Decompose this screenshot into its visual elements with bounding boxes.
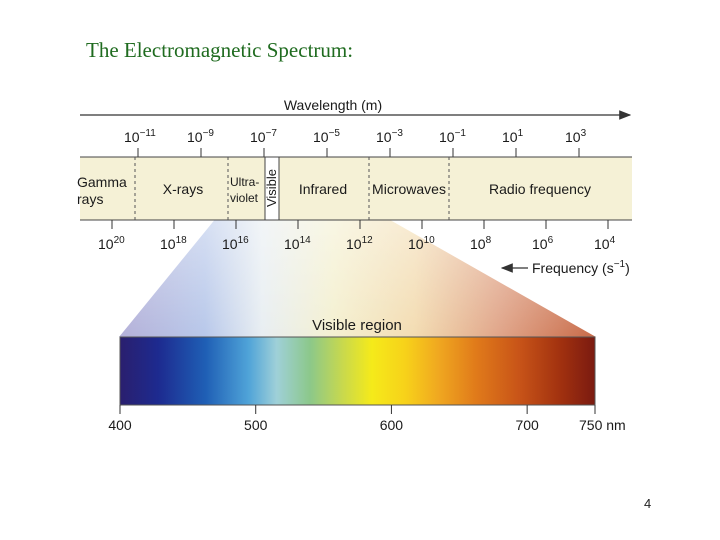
wavelength-tick-label: 101 — [502, 128, 524, 145]
visible-tick-label: 500 — [244, 417, 268, 433]
frequency-tick-label: 104 — [594, 235, 616, 252]
visible-tick-label: 400 — [108, 417, 132, 433]
frequency-axis-label-exponent: −1 — [614, 259, 626, 270]
frequency-tick-label: 1012 — [346, 235, 373, 252]
region-infrared: Infrared — [299, 181, 347, 197]
frequency-tick-label: 1010 — [408, 235, 435, 252]
wavelength-ticks: 10−11 10−9 10−7 10−5 10−3 10−1 101 103 — [124, 128, 587, 157]
region-visible: Visible — [264, 169, 279, 207]
region-microwaves: Microwaves — [372, 181, 446, 197]
slide-title: The Electromagnetic Spectrum: — [86, 38, 354, 62]
wavelength-axis-label: Wavelength (m) — [284, 97, 382, 113]
region-ultraviolet-line1: Ultra- — [230, 175, 259, 189]
visible-tick-label: 700 — [515, 417, 539, 433]
region-gamma-rays-line1: Gamma — [77, 174, 127, 190]
frequency-axis-label: Frequency (s−1) — [532, 259, 630, 276]
visible-tick-label: 600 — [380, 417, 404, 433]
spectrum-band — [80, 157, 632, 220]
wavelength-tick-label: 10−3 — [376, 128, 403, 145]
frequency-tick-label: 1016 — [222, 235, 249, 252]
wavelength-tick-label: 10−9 — [187, 128, 214, 145]
frequency-axis-label-close: ) — [625, 260, 630, 276]
visible-slot — [264, 156, 280, 221]
frequency-axis-label-text: Frequency (s — [532, 260, 614, 276]
page-number: 4 — [644, 496, 652, 511]
frequency-tick-label: 1018 — [160, 235, 187, 252]
frequency-tick-label: 108 — [470, 235, 492, 252]
frequency-tick-label: 106 — [532, 235, 554, 252]
frequency-tick-label: 1014 — [284, 235, 311, 252]
wavelength-tick-label: 103 — [565, 128, 587, 145]
wavelength-tick-label: 10−1 — [439, 128, 466, 145]
wavelength-tick-label: 10−7 — [250, 128, 277, 145]
visible-region-title: Visible region — [312, 317, 402, 334]
wavelength-tick-label: 10−5 — [313, 128, 340, 145]
wavelength-tick-label: 10−11 — [124, 128, 156, 145]
region-gamma-rays-line2: rays — [77, 191, 103, 207]
visible-tick-label: 750 nm — [579, 417, 626, 433]
visible-ticks: 400 500 600 700 750 nm — [108, 405, 626, 433]
region-ultraviolet-line2: violet — [230, 191, 259, 205]
region-radio-frequency: Radio frequency — [489, 181, 591, 197]
region-x-rays: X-rays — [163, 181, 203, 197]
frequency-ticks: 1020 1018 1016 1014 1012 1010 108 106 104 — [98, 220, 616, 252]
visible-color-band — [119, 336, 596, 406]
frequency-tick-label: 1020 — [98, 235, 125, 252]
